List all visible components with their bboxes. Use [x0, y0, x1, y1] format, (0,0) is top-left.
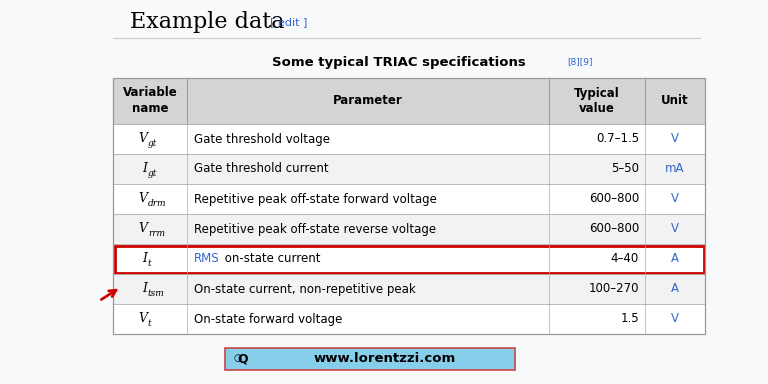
Text: RMS: RMS — [194, 253, 220, 265]
Text: tsm: tsm — [148, 288, 165, 298]
Text: t: t — [148, 258, 151, 268]
Text: Unit: Unit — [661, 94, 689, 108]
Bar — [113, 244, 705, 274]
Text: Variable
name: Variable name — [123, 86, 177, 116]
Bar — [113, 214, 705, 244]
Text: Repetitive peak off-state forward voltage: Repetitive peak off-state forward voltag… — [194, 192, 437, 205]
Text: Gate threshold current: Gate threshold current — [194, 162, 329, 175]
Text: V: V — [671, 192, 679, 205]
Text: V: V — [138, 313, 147, 326]
Text: mA: mA — [665, 162, 685, 175]
Text: 600–800: 600–800 — [589, 192, 639, 205]
Text: Q: Q — [237, 353, 248, 366]
Text: [8][9]: [8][9] — [567, 57, 592, 66]
Text: on-state current: on-state current — [221, 253, 320, 265]
Text: V: V — [138, 132, 147, 146]
Bar — [113, 304, 705, 334]
Bar — [113, 154, 705, 184]
Text: t: t — [148, 318, 151, 328]
Text: V: V — [138, 222, 147, 235]
Bar — [113, 274, 705, 304]
Text: I: I — [142, 283, 147, 296]
Text: 100–270: 100–270 — [588, 283, 639, 296]
Text: Typical
value: Typical value — [574, 86, 620, 116]
Bar — [113, 78, 705, 334]
Text: V: V — [671, 222, 679, 235]
Text: rrm: rrm — [148, 228, 165, 237]
Bar — [113, 184, 705, 214]
Bar — [225, 348, 515, 370]
Text: V: V — [138, 192, 147, 205]
Text: [ edit ]: [ edit ] — [270, 17, 307, 27]
Text: Example data: Example data — [130, 11, 284, 33]
Text: I: I — [142, 162, 147, 175]
Bar — [114, 245, 703, 273]
Bar — [113, 124, 705, 154]
Text: gt: gt — [148, 169, 157, 177]
Text: www.lorentzzi.com: www.lorentzzi.com — [314, 353, 456, 366]
Text: 0.7–1.5: 0.7–1.5 — [596, 132, 639, 146]
Text: A: A — [671, 283, 679, 296]
Text: 5–50: 5–50 — [611, 162, 639, 175]
Text: Repetitive peak off-state reverse voltage: Repetitive peak off-state reverse voltag… — [194, 222, 436, 235]
Text: gt: gt — [148, 139, 157, 147]
Text: 4–40: 4–40 — [611, 253, 639, 265]
Text: 1.5: 1.5 — [621, 313, 639, 326]
Text: Some typical TRIAC specifications: Some typical TRIAC specifications — [272, 56, 526, 69]
Text: Parameter: Parameter — [333, 94, 403, 108]
Text: V: V — [671, 132, 679, 146]
Text: On-state current, non-repetitive peak: On-state current, non-repetitive peak — [194, 283, 415, 296]
Text: A: A — [671, 253, 679, 265]
Text: ○: ○ — [233, 353, 242, 363]
Text: I: I — [142, 253, 147, 265]
Text: Gate threshold voltage: Gate threshold voltage — [194, 132, 330, 146]
Text: On-state forward voltage: On-state forward voltage — [194, 313, 343, 326]
Text: drm: drm — [148, 199, 167, 207]
Text: V: V — [671, 313, 679, 326]
Text: 600–800: 600–800 — [589, 222, 639, 235]
Bar — [113, 78, 705, 124]
